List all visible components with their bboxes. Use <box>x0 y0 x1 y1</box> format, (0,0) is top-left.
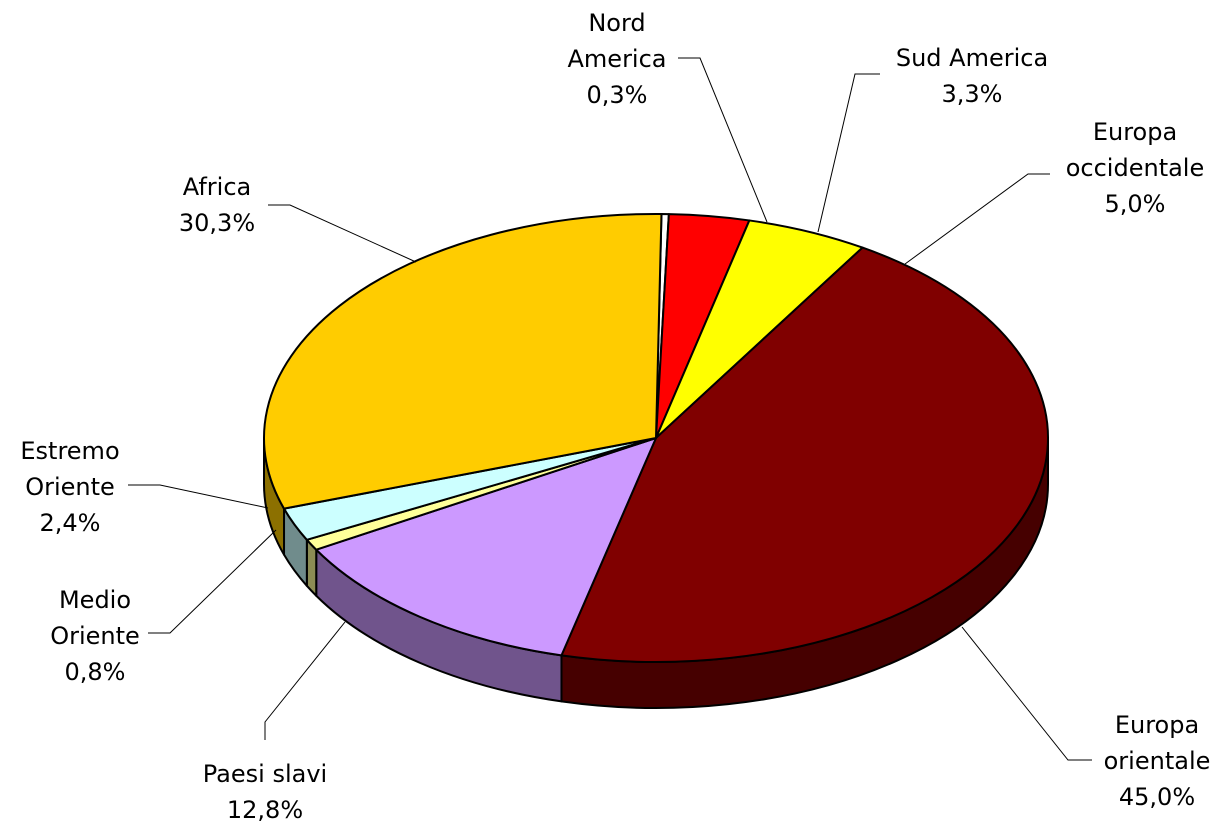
leader-lines <box>128 57 1092 761</box>
slice-name: Oriente <box>25 473 115 501</box>
slice-label: Paesi slavi 12,8% <box>203 760 327 824</box>
pie-slice <box>263 213 663 510</box>
pie-slice <box>560 246 1049 663</box>
slice-name: Sud America <box>896 44 1048 72</box>
slice-percent: 30,3% <box>179 209 255 237</box>
slice-name: occidentale <box>1066 154 1205 182</box>
slice-percent: 3,3% <box>942 80 1003 108</box>
slice-name: Africa <box>183 173 251 201</box>
slice-name: Medio <box>59 586 131 614</box>
leader-line <box>961 626 1092 761</box>
leader-line <box>264 621 346 740</box>
slice-percent: 0,3% <box>587 81 648 109</box>
slice-label: Estremo Oriente 2,4% <box>20 437 119 537</box>
pie-tops <box>263 213 1049 663</box>
leader-line <box>148 529 277 634</box>
slice-percent: 2,4% <box>40 509 101 537</box>
slice-name: Paesi slavi <box>203 760 327 788</box>
slice-percent: 0,8% <box>65 658 126 686</box>
leader-line <box>678 57 768 223</box>
slice-name: Europa <box>1115 711 1199 739</box>
slice-name: Estremo <box>20 437 119 465</box>
slice-name: Europa <box>1093 118 1177 146</box>
leader-line <box>817 73 880 233</box>
slice-label: Sud America 3,3% <box>896 44 1048 108</box>
slice-label: Africa 30,3% <box>179 173 255 237</box>
leader-line <box>268 204 417 263</box>
slice-labels: Nord America 0,3% Sud America 3,3% Europa occi… <box>20 9 1210 824</box>
slice-label: Medio Oriente 0,8% <box>50 586 140 686</box>
slice-percent: 5,0% <box>1105 190 1166 218</box>
slice-name: orientale <box>1104 747 1211 775</box>
slice-percent: 12,8% <box>227 796 303 824</box>
slice-name: America <box>568 45 667 73</box>
slice-name: Nord <box>588 9 645 37</box>
leader-line <box>128 484 269 509</box>
pie-slice <box>315 437 657 657</box>
slice-label: Europa occidentale 5,0% <box>1066 118 1205 218</box>
leader-line <box>904 173 1050 265</box>
slice-label: Europa orientale 45,0% <box>1104 711 1211 811</box>
slice-name: Oriente <box>50 622 140 650</box>
slice-percent: 45,0% <box>1119 783 1195 811</box>
slice-label: Nord America 0,3% <box>568 9 667 109</box>
